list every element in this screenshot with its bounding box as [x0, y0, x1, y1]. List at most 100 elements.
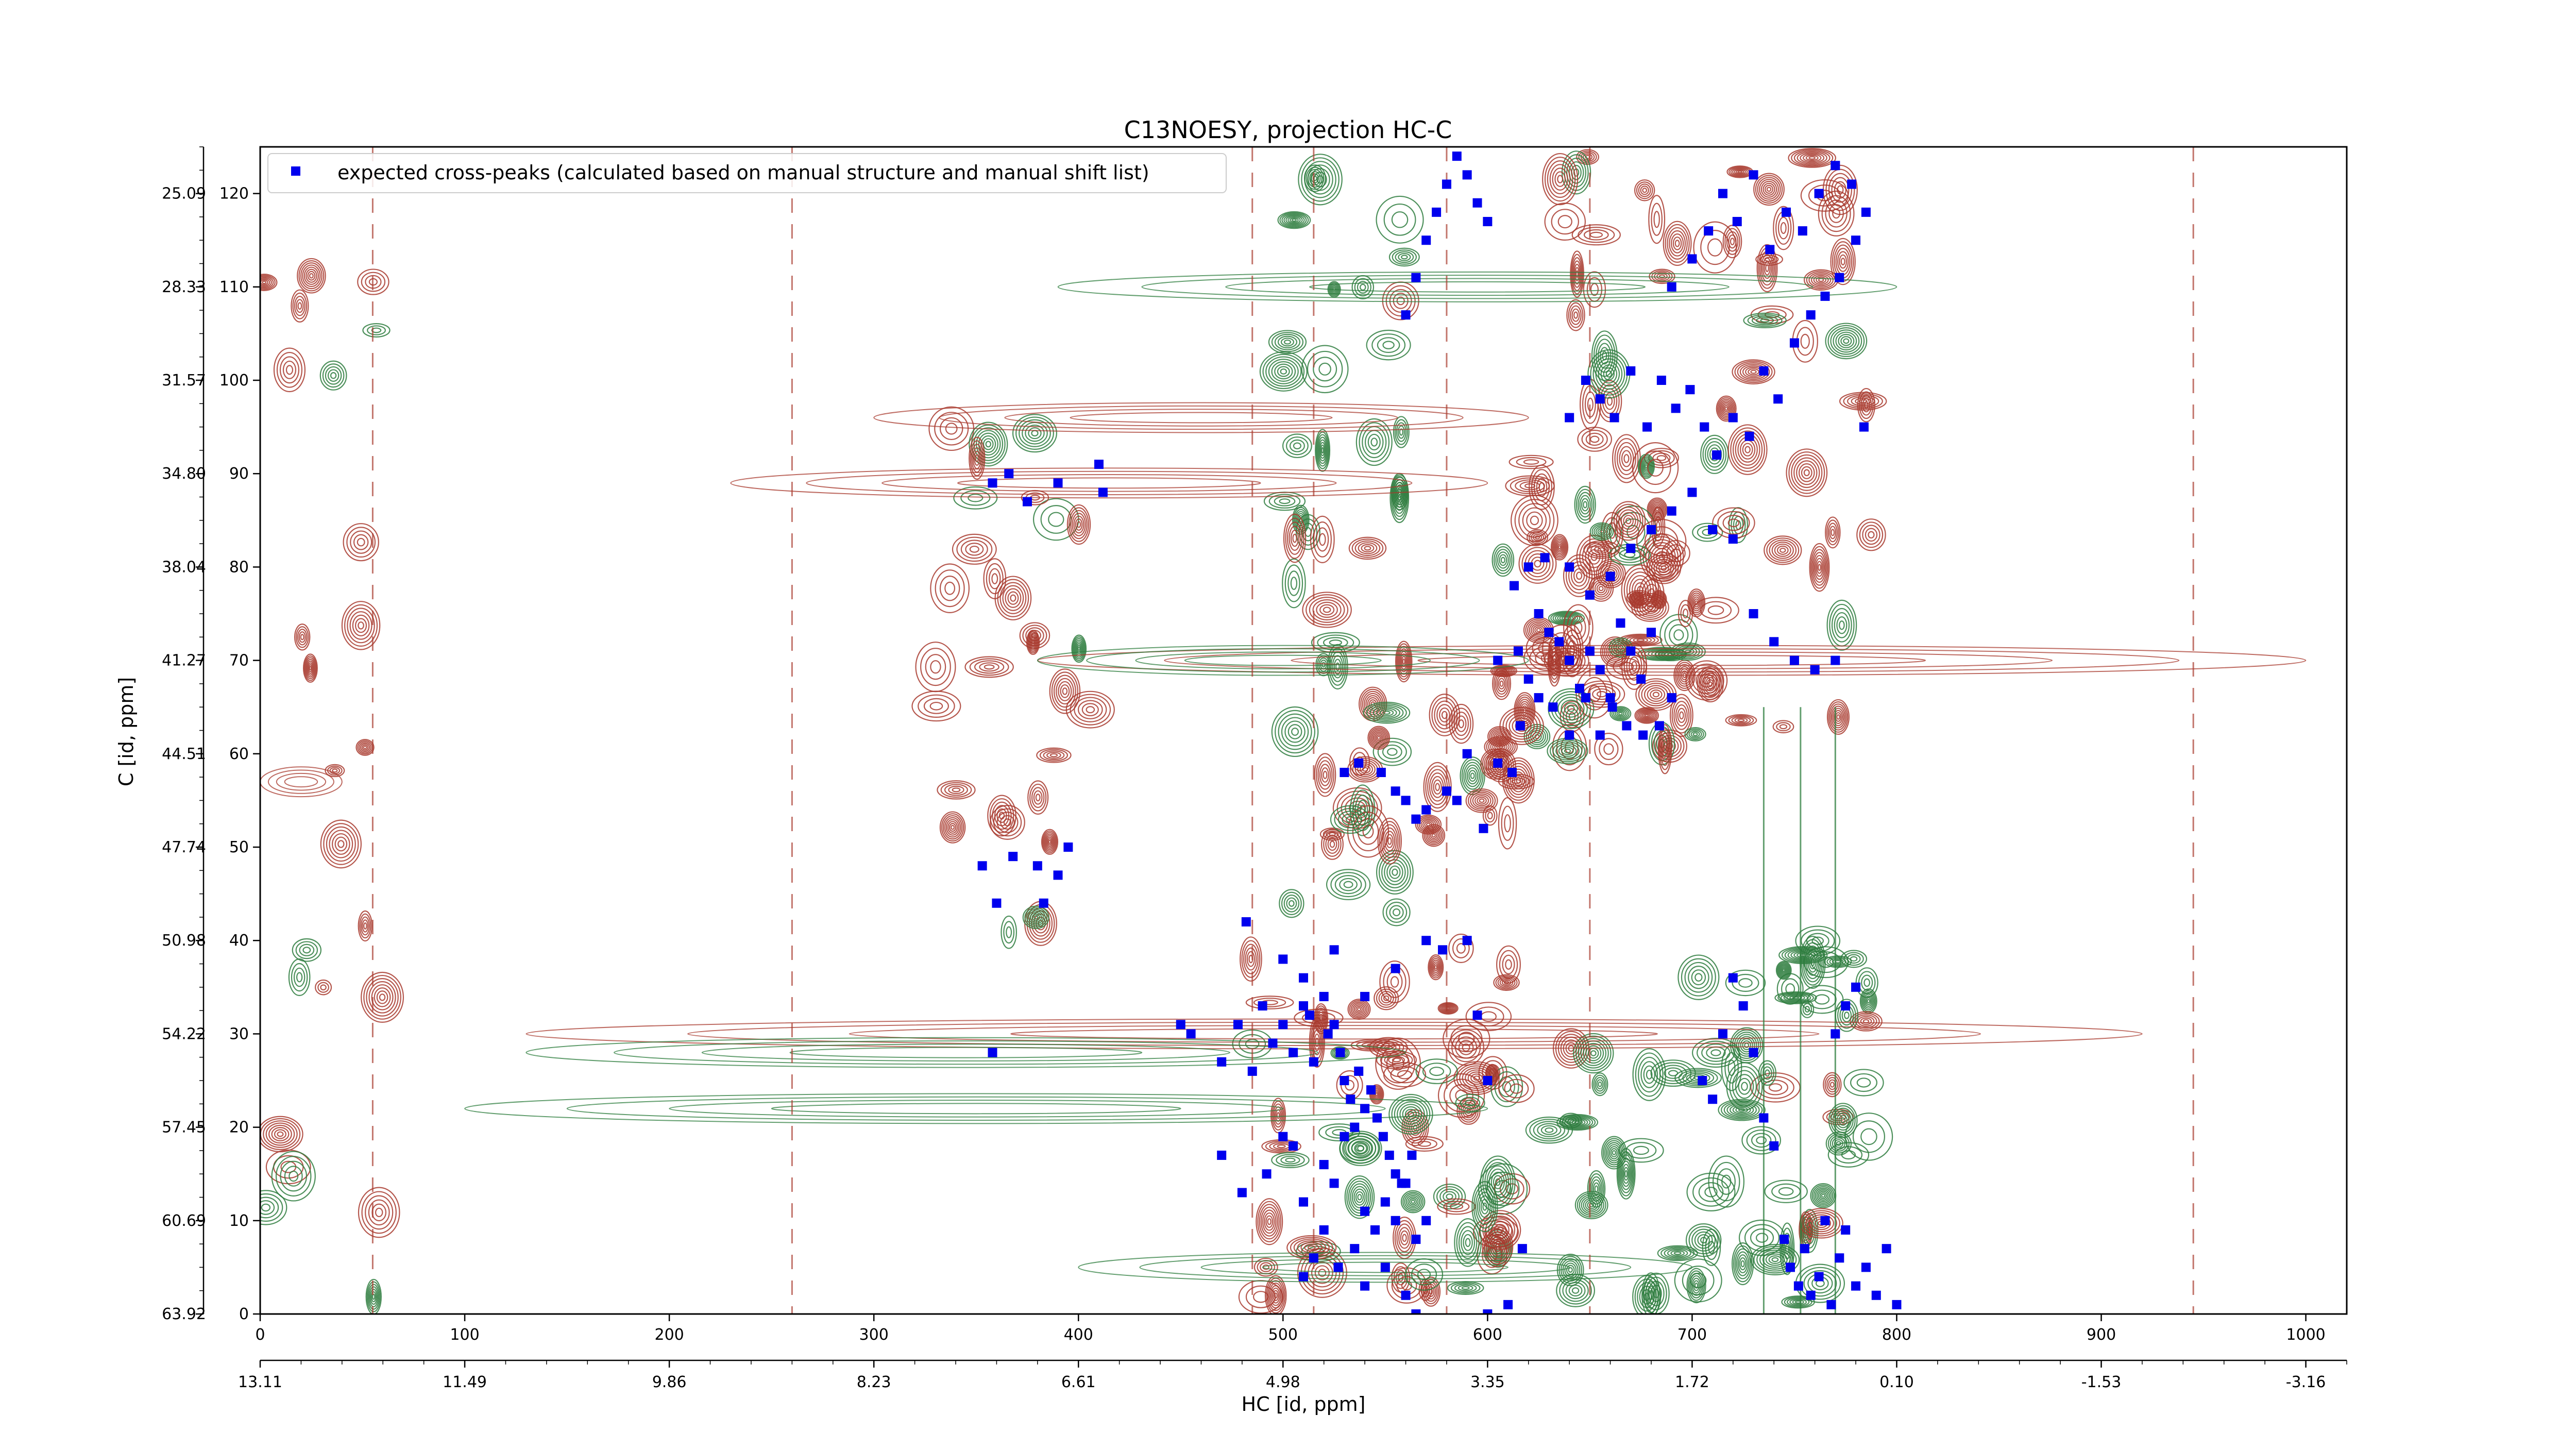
cross-peak-marker	[1814, 189, 1824, 198]
contour-ring	[1285, 1157, 1296, 1163]
contour-streak	[1078, 1252, 1693, 1283]
contour-ring	[1074, 697, 1107, 722]
contour-ring	[1035, 794, 1041, 802]
contour-ring	[367, 1284, 380, 1310]
contour-ring	[1458, 719, 1464, 729]
contour-ring	[1573, 311, 1579, 319]
cross-peak-marker	[1773, 394, 1783, 404]
contour-ring	[297, 258, 326, 294]
contour-ring	[1850, 1073, 1878, 1092]
contour-ring	[1401, 1109, 1429, 1147]
contour-ring	[1380, 1043, 1416, 1084]
contour-ring	[1493, 546, 1513, 574]
contour-ring	[1274, 496, 1296, 507]
cross-peak-marker	[1800, 1244, 1809, 1254]
cross-peak-marker	[1421, 235, 1431, 245]
chart-title: C13NOESY, projection HC-C	[1124, 116, 1452, 144]
contour-ring	[1738, 1077, 1751, 1095]
contour-ring	[1371, 333, 1406, 357]
contour-ring	[1825, 1131, 1852, 1156]
cross-peak-marker	[1039, 898, 1048, 908]
cross-peak-marker	[1515, 721, 1525, 731]
contour-ring	[1590, 283, 1599, 296]
contour-ring	[1641, 712, 1652, 719]
contour-ring	[1737, 362, 1770, 382]
cross-peak-marker	[1391, 1216, 1400, 1225]
contour-ring	[1345, 816, 1355, 823]
contour-ring	[1574, 621, 1583, 634]
contour-ring	[329, 767, 341, 774]
contour-ring	[1334, 807, 1366, 831]
legend[interactable]: expected cross-peaks (calculated based o…	[267, 153, 1227, 193]
cross-peak-marker	[1391, 786, 1400, 796]
contour-ring	[986, 563, 1004, 595]
contour-ring	[1319, 828, 1345, 841]
contour-ring	[1642, 461, 1650, 471]
contour-ring	[1815, 558, 1824, 577]
contour-ring	[1621, 1160, 1631, 1187]
contour-ring	[1656, 597, 1662, 603]
contour-ring	[1688, 1226, 1719, 1255]
contour-ring	[280, 1160, 308, 1192]
cross-peak-marker	[1063, 843, 1073, 852]
contour-ring	[1670, 233, 1684, 254]
contour-ring	[1732, 430, 1763, 469]
contour-ring	[1722, 515, 1745, 531]
contour-ring	[1292, 504, 1310, 535]
contour-ring	[1415, 814, 1442, 835]
contour-ring	[1284, 564, 1303, 602]
contour-ring	[953, 486, 998, 510]
contour-ring	[1027, 780, 1049, 815]
contour-ring	[1632, 1048, 1666, 1101]
contour-ring	[1355, 418, 1393, 466]
contour-ring	[1392, 1056, 1404, 1071]
contour-streak	[1291, 651, 2053, 669]
contour-ring	[1363, 701, 1411, 724]
contour-ring	[1466, 767, 1479, 785]
contour-ring	[1686, 1268, 1706, 1304]
cross-peak-marker	[1421, 936, 1431, 946]
contour-ring	[1357, 1193, 1362, 1201]
contour-ring	[1852, 1120, 1886, 1153]
contour-ring	[352, 614, 370, 636]
contour-ring	[1795, 1263, 1845, 1303]
contour-ring	[1333, 659, 1342, 675]
contour-ring	[1594, 1185, 1599, 1193]
contour-ring	[1443, 1005, 1454, 1012]
contour-ring	[1493, 670, 1510, 698]
contour-ring	[1740, 1260, 1745, 1268]
contour-ring	[1657, 598, 1661, 601]
contour-ring	[1673, 1251, 1682, 1255]
contour-ring	[1396, 1270, 1406, 1286]
contour-ring	[1811, 549, 1827, 586]
contour-ring	[1652, 533, 1670, 549]
contour-ring	[1077, 646, 1081, 651]
contour-ring	[1348, 1138, 1374, 1159]
cross-peak-marker	[1258, 1001, 1267, 1011]
contour-ring	[1843, 1069, 1884, 1097]
contour-ring	[354, 618, 367, 633]
contour-ring	[1570, 250, 1584, 298]
contour-ring	[1291, 218, 1297, 222]
contour-ring	[1613, 503, 1643, 538]
contour-ring	[1734, 169, 1746, 175]
contour-ring	[1826, 956, 1850, 967]
contour-ring	[1618, 1138, 1664, 1163]
contour-ring	[359, 913, 371, 939]
x-tick-label: 800	[1882, 1326, 1911, 1344]
contour-ring	[1702, 672, 1719, 696]
contour-ring	[1704, 1187, 1718, 1198]
cross-peak-marker	[1700, 422, 1709, 432]
cross-peak-marker	[1626, 366, 1636, 376]
contour-ring	[1653, 211, 1660, 228]
contour-ring	[1383, 995, 1389, 1001]
contour-ring	[1713, 1161, 1740, 1202]
contour-ring	[974, 450, 980, 466]
contour-ring	[1750, 369, 1757, 374]
plot-frame	[259, 146, 2348, 1315]
contour-ring	[1727, 518, 1740, 528]
contour-ring	[1366, 703, 1407, 722]
contour-ring	[1497, 976, 1516, 988]
contour-streak	[526, 1037, 1406, 1068]
contour-ring	[1595, 358, 1623, 390]
